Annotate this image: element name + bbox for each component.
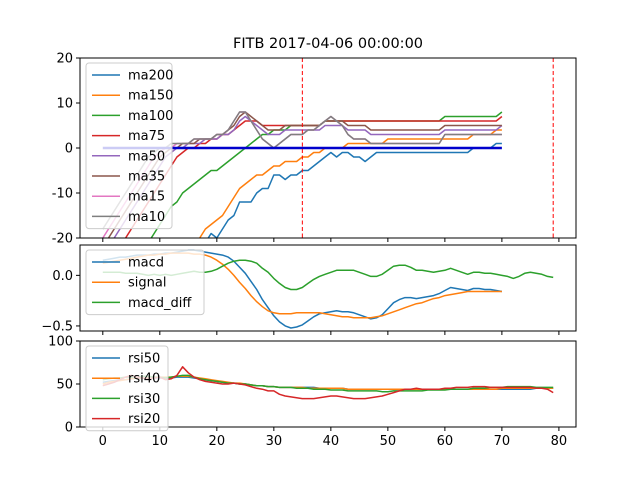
- y-tick-label: 10: [56, 97, 73, 112]
- y-tick-label: -10: [52, 187, 73, 202]
- chart-title: FITB 2017-04-06 00:00:00: [233, 36, 423, 52]
- legend-box: [85, 249, 205, 316]
- legend-label-ma50: ma50: [128, 149, 165, 164]
- legend-label-macd_diff: macd_diff: [128, 296, 192, 311]
- legend-label-macd: macd: [128, 256, 164, 271]
- legend-label-rsi30: rsi30: [128, 392, 160, 407]
- legend-label-ma10: ma10: [128, 210, 165, 225]
- axes-frame: [79, 244, 577, 332]
- x-tick-label: 50: [380, 434, 397, 449]
- x-tick-label: 10: [152, 434, 169, 449]
- y-tick-label: 20: [56, 52, 73, 67]
- y-tick-label: −0.5: [41, 319, 73, 334]
- y-tick-label: 0.0: [52, 269, 73, 284]
- y-tick-label: 100: [48, 335, 73, 350]
- legend: macd signal macd_diff: [85, 249, 205, 316]
- y-tick-label: 50: [56, 378, 73, 393]
- legend: rsi50 rsi40 rsi30 rsi20: [85, 345, 169, 432]
- legend-label-ma15: ma15: [128, 190, 165, 205]
- x-tick-label: 40: [323, 434, 340, 449]
- x-tick-label: 20: [209, 434, 226, 449]
- plot-area: [102, 366, 554, 400]
- legend-box: [85, 62, 173, 230]
- panel-macd: −0.5 0.0 macd signal macd_diff: [41, 244, 577, 335]
- legend-label-ma150: ma150: [128, 89, 173, 104]
- x-tick-label: 70: [494, 434, 511, 449]
- y-tick-label: -20: [52, 232, 73, 247]
- legend-label-rsi50: rsi50: [128, 352, 160, 367]
- x-tick-label: 0: [99, 434, 107, 449]
- legend-label-rsi40: rsi40: [128, 372, 160, 387]
- legend-label-signal: signal: [128, 276, 166, 291]
- x-tick-label: 80: [551, 434, 568, 449]
- y-tick-label: 0: [65, 421, 73, 436]
- legend-label-ma35: ma35: [128, 170, 165, 185]
- legend-label-rsi20: rsi20: [128, 412, 160, 427]
- x-tick-label: 60: [437, 434, 454, 449]
- legend: ma200 ma150 ma100 ma75 ma50 ma35 ma15 ma10: [85, 62, 173, 230]
- series-line-rsi20: [102, 366, 554, 400]
- legend-label-ma100: ma100: [128, 109, 173, 124]
- y-tick-label: 0: [65, 142, 73, 157]
- legend-label-ma200: ma200: [128, 69, 173, 84]
- legend-box: [85, 345, 169, 432]
- legend-label-ma75: ma75: [128, 129, 165, 144]
- panel-price-ma: -20-1001020ma200ma150ma100ma75ma50ma35ma…: [52, 52, 577, 247]
- x-tick-label: 30: [266, 434, 283, 449]
- series-line-rsi30: [102, 374, 554, 393]
